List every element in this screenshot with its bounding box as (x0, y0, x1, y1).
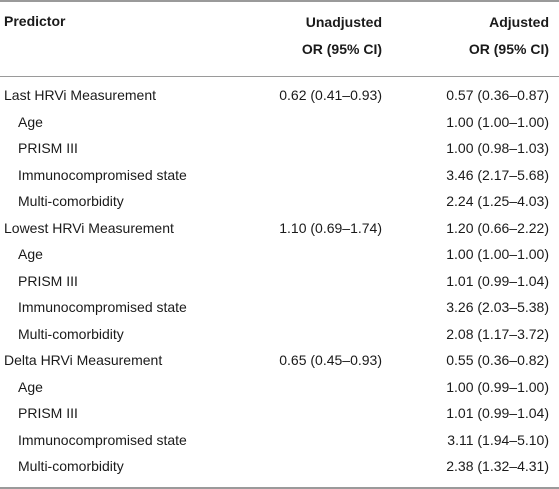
table-row: PRISM III 1.01 (0.99–1.04) (0, 268, 559, 295)
table-row: Age 1.00 (1.00–1.00) (0, 241, 559, 268)
table-row: Last HRVi Measurement 0.62 (0.41–0.93) 0… (0, 82, 559, 109)
table-row: Multi-comorbidity 2.08 (1.17–3.72) (0, 321, 559, 348)
adjusted-or-cell: 1.20 (0.66–2.22) (446, 219, 549, 236)
header-divider-rule (0, 76, 559, 77)
adjusted-or-cell: 2.38 (1.32–4.31) (446, 458, 549, 474)
predictor-cell: PRISM III (18, 140, 78, 156)
table-row: Multi-comorbidity 2.24 (1.25–4.03) (0, 188, 559, 215)
adjusted-or-cell: 0.57 (0.36–0.87) (446, 87, 549, 103)
predictor-cell: Age (18, 246, 43, 262)
table-row: Immunocompromised state 3.46 (2.17–5.68) (0, 162, 559, 189)
header-unadjusted-subtitle: OR (95% CI) (301, 41, 382, 57)
adjusted-or-cell: 2.08 (1.17–3.72) (446, 325, 549, 342)
predictor-cell: PRISM III (18, 272, 78, 289)
predictor-cell: Age (18, 113, 43, 130)
predictor-cell: Immunocompromised state (18, 166, 187, 183)
header-adjusted-title: Adjusted (489, 14, 549, 30)
unadjusted-or-cell: 1.10 (0.69–1.74) (279, 219, 382, 236)
predictor-cell: Age (18, 378, 43, 395)
unadjusted-or-cell: 0.65 (0.45–0.93) (279, 352, 382, 368)
header-adjusted: Adjusted OR (95% CI) (469, 9, 549, 63)
adjusted-or-cell: 0.55 (0.36–0.82) (446, 352, 549, 368)
header-adjusted-subtitle: OR (95% CI) (468, 41, 549, 57)
predictor-cell: Multi-comorbidity (18, 193, 124, 209)
predictor-cell: PRISM III (18, 405, 78, 421)
adjusted-or-cell: 1.00 (0.98–1.03) (446, 140, 549, 156)
predictor-cell: Immunocompromised state (18, 299, 187, 315)
table-row: Multi-comorbidity 2.38 (1.32–4.31) (0, 453, 559, 480)
table-top-rule (0, 0, 559, 2)
adjusted-or-cell: 1.01 (0.99–1.04) (446, 272, 549, 289)
header-unadjusted: Unadjusted OR (95% CI) (302, 9, 382, 63)
unadjusted-or-cell: 0.62 (0.41–0.93) (279, 87, 382, 103)
adjusted-or-cell: 1.00 (1.00–1.00) (446, 246, 549, 262)
table-row: Age 1.00 (1.00–1.00) (0, 109, 559, 136)
predictor-cell: Multi-comorbidity (18, 325, 124, 342)
adjusted-or-cell: 3.11 (1.94–5.10) (447, 431, 549, 448)
table-row: Immunocompromised state 3.26 (2.03–5.38) (0, 294, 559, 321)
adjusted-or-cell: 3.46 (2.17–5.68) (446, 166, 549, 183)
adjusted-or-cell: 2.24 (1.25–4.03) (446, 193, 549, 209)
adjusted-or-cell: 1.00 (1.00–1.00) (446, 113, 549, 130)
predictor-cell: Lowest HRVi Measurement (4, 219, 174, 236)
predictor-cell: Immunocompromised state (18, 431, 187, 448)
table-row: Delta HRVi Measurement 0.65 (0.45–0.93) … (0, 347, 559, 374)
table-row: Immunocompromised state 3.11 (1.94–5.10) (0, 427, 559, 454)
table-bottom-rule (0, 487, 559, 489)
predictor-cell: Multi-comorbidity (18, 458, 124, 474)
table-row: Lowest HRVi Measurement 1.10 (0.69–1.74)… (0, 215, 559, 242)
header-unadjusted-title: Unadjusted (305, 14, 382, 30)
adjusted-or-cell: 3.26 (2.03–5.38) (446, 299, 549, 315)
table-row: Age 1.00 (0.99–1.00) (0, 374, 559, 401)
predictor-cell: Last HRVi Measurement (4, 87, 156, 103)
table-row: PRISM III 1.01 (0.99–1.04) (0, 400, 559, 427)
predictor-cell: Delta HRVi Measurement (4, 352, 163, 368)
table-header: Predictor Unadjusted OR (95% CI) Adjuste… (0, 0, 559, 76)
adjusted-or-cell: 1.00 (0.99–1.00) (446, 378, 549, 395)
table-row: PRISM III 1.00 (0.98–1.03) (0, 135, 559, 162)
table-body: Last HRVi Measurement 0.62 (0.41–0.93) 0… (0, 82, 559, 480)
header-predictor: Predictor (4, 13, 66, 29)
adjusted-or-cell: 1.01 (0.99–1.04) (446, 405, 549, 421)
